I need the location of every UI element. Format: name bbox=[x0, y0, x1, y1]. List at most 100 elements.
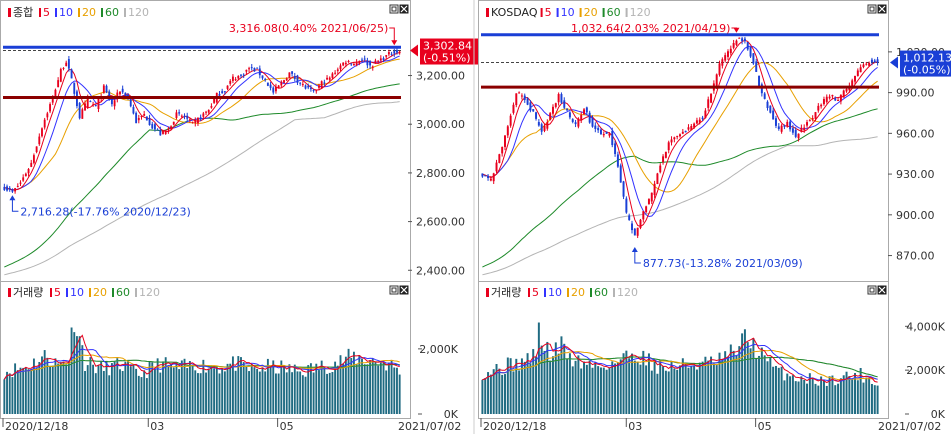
kosdaq-plot-area bbox=[481, 36, 879, 276]
kospi-candle-body bbox=[164, 130, 167, 134]
kosdaq-volume-bar bbox=[752, 338, 755, 414]
legend-ma-label: 10 bbox=[548, 286, 562, 299]
kosdaq-candle-body bbox=[865, 63, 868, 65]
kosdaq-candle-body bbox=[599, 129, 602, 135]
kosdaq-volume-bar bbox=[546, 341, 549, 414]
kosdaq-candle-body bbox=[814, 112, 817, 119]
kosdaq-volume-bar bbox=[769, 357, 772, 414]
kosdaq-candle-body bbox=[862, 64, 865, 68]
kosdaq-volume-bar bbox=[543, 350, 546, 414]
kosdaq-candle-body bbox=[806, 122, 809, 126]
kospi-candle-body bbox=[73, 82, 76, 94]
kosdaq-volume-bar bbox=[721, 358, 724, 414]
legend-ma-marker-icon bbox=[579, 8, 582, 17]
kosdaq-low-annotation: 877.73(-13.28% 2021/03/09) bbox=[643, 257, 803, 270]
kospi-volume-bar bbox=[105, 360, 108, 414]
window-restore-icon[interactable] bbox=[389, 4, 399, 14]
kosdaq-candle-body bbox=[585, 107, 588, 113]
kospi-candle-body bbox=[366, 60, 369, 66]
kosdaq-candle-body bbox=[532, 109, 535, 112]
kospi-candle-body bbox=[119, 91, 121, 95]
kospi-volume-bar bbox=[339, 355, 342, 414]
window-restore-icon[interactable] bbox=[867, 285, 877, 295]
kospi-candle-body bbox=[151, 124, 154, 129]
kospi-candle-body bbox=[226, 85, 229, 89]
kospi-volume-bar bbox=[145, 378, 148, 414]
kosdaq-volume-bar bbox=[608, 368, 611, 414]
kosdaq-volume-bar bbox=[659, 359, 662, 414]
kospi-candle-body bbox=[8, 187, 11, 190]
kospi-candle-body bbox=[110, 97, 113, 105]
kosdaq-volume-bar bbox=[794, 381, 797, 414]
kospi-candle-body bbox=[231, 76, 234, 82]
kospi-volume-bar bbox=[234, 370, 237, 414]
kospi-volume-bar bbox=[261, 367, 264, 414]
kosdaq-volume-bar bbox=[701, 361, 704, 414]
kospi-volume-bar bbox=[59, 362, 62, 414]
kosdaq-volume-bar bbox=[489, 374, 492, 414]
kospi-volume-bar bbox=[92, 364, 95, 414]
kospi-volume-bar bbox=[296, 371, 299, 414]
kosdaq-volume-bar bbox=[783, 380, 786, 414]
kospi-volume-bar bbox=[132, 364, 135, 414]
kosdaq-volume-bar bbox=[834, 385, 837, 414]
kospi-ma5-line bbox=[4, 52, 400, 191]
kospi-volume-bar bbox=[76, 336, 78, 414]
legend-title: KOSDAQ bbox=[491, 6, 538, 19]
kospi-candle-body bbox=[323, 82, 326, 84]
kosdaq-volume-bar bbox=[803, 379, 806, 414]
kospi-candle-body bbox=[361, 59, 363, 61]
kosdaq-volume-bar bbox=[820, 376, 823, 414]
kosdaq-volume-bar bbox=[557, 353, 560, 414]
kosdaq-volume-bar bbox=[625, 350, 628, 414]
kospi-volume-bar bbox=[81, 345, 84, 414]
kospi-x-month-label: 05 bbox=[280, 420, 294, 433]
kospi-volume-bar bbox=[242, 362, 245, 414]
kospi-candle-body bbox=[140, 116, 143, 118]
kospi-candle-body bbox=[70, 69, 73, 79]
kosdaq-volume-bar bbox=[693, 365, 696, 414]
kosdaq-candle-body bbox=[718, 63, 721, 75]
kospi-candle-body bbox=[191, 121, 194, 123]
kospi-candle-body bbox=[129, 96, 132, 107]
kospi-volume-bar bbox=[253, 367, 256, 414]
kosdaq-volume-bar bbox=[605, 369, 608, 414]
kospi-candle-body bbox=[296, 75, 299, 83]
kospi-candle-body bbox=[374, 60, 377, 64]
kospi-candle-body bbox=[35, 146, 38, 153]
kospi-current-change: (-0.51%) bbox=[423, 52, 471, 65]
kospi-y-tick-label: 3,000.00 bbox=[416, 118, 465, 131]
kospi-candle-body bbox=[43, 119, 46, 128]
kospi-volume-bar bbox=[110, 363, 113, 414]
kospi-volume-bar bbox=[323, 367, 326, 414]
kosdaq-candle-body bbox=[831, 95, 834, 97]
kospi-volume-bar bbox=[285, 372, 288, 414]
kospi-volume-bar bbox=[113, 361, 116, 414]
kosdaq-candle-body bbox=[495, 162, 498, 172]
kosdaq-volume-bar bbox=[814, 383, 817, 414]
kosdaq-volume-tick-label: 4,000K bbox=[906, 320, 945, 333]
kospi-volume-bar bbox=[148, 361, 151, 414]
kospi-volume-bar bbox=[183, 358, 186, 414]
kospi-candle-body bbox=[46, 113, 49, 118]
kospi-candle-body bbox=[350, 63, 353, 65]
kosdaq-volume-bar bbox=[718, 352, 721, 414]
kospi-volume-bar bbox=[245, 366, 248, 414]
kospi-candle-body bbox=[266, 82, 269, 86]
kospi-candle-body bbox=[318, 85, 320, 88]
kospi-candle-body bbox=[269, 84, 272, 88]
kospi-volume-bar bbox=[191, 365, 194, 414]
kospi-candle-body bbox=[301, 84, 304, 86]
kosdaq-candle-body bbox=[647, 199, 650, 204]
kosdaq-volume-bar bbox=[848, 376, 851, 414]
kospi-volume-bar bbox=[94, 373, 97, 414]
kospi-candle-body bbox=[24, 173, 27, 177]
window-restore-icon[interactable] bbox=[867, 4, 877, 14]
kospi-candle-body bbox=[30, 162, 33, 167]
window-restore-icon[interactable] bbox=[389, 285, 399, 295]
kosdaq-volume-bar bbox=[726, 356, 729, 414]
kosdaq-volume-bar bbox=[704, 356, 707, 414]
kosdaq-candle-body bbox=[515, 93, 518, 106]
kospi-candle-body bbox=[186, 115, 189, 119]
kospi-candle-body bbox=[172, 121, 175, 125]
